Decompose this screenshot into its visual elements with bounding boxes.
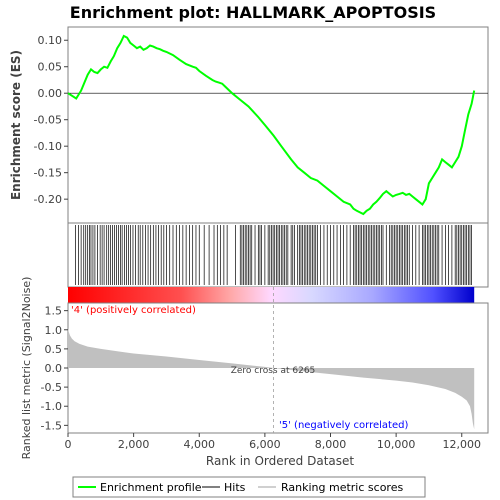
ranking-metric-area (68, 327, 475, 430)
negative-correlation-label: '5' (negatively correlated) (279, 420, 408, 431)
legend-label-hits: Hits (224, 481, 246, 494)
ranked-y-tick-label: -1.0 (41, 400, 62, 413)
es-panel-frame (67, 26, 489, 224)
x-tick-label: 6,000 (249, 438, 281, 451)
es-panel: -0.20 -0.15 -0.10 -0.05 0.00 0.05 0.10 Enrichm… (9, 26, 489, 224)
x-tick-label: 4,000 (184, 438, 216, 451)
es-y-tick-label: 0.00 (38, 87, 63, 100)
zero-cross-label: Zero cross at 6265 (231, 366, 316, 376)
ranked-y-tick-label: 0.5 (45, 343, 63, 356)
es-y-label: Enrichment score (ES) (9, 50, 23, 200)
legend-label-ranking-metric: Ranking metric scores (281, 481, 403, 494)
legend: Enrichment profile Hits Ranking metric s… (72, 476, 426, 498)
rank-heat-bar (68, 287, 475, 303)
es-y-tick-label: -0.05 (34, 114, 62, 127)
hits-panel (67, 222, 489, 303)
x-tick-label: 12,000 (443, 438, 482, 451)
ranked-y-tick-label: 0.0 (45, 362, 63, 375)
es-y-tick-label: -0.15 (34, 167, 62, 180)
x-tick-label: 10,000 (377, 438, 416, 451)
ranked-y-tick-label: 1.5 (45, 305, 63, 318)
x-tick-label: 8,000 (315, 438, 347, 451)
x-tick-label: 0 (65, 438, 72, 451)
x-axis-label: Rank in Ordered Dataset (206, 454, 354, 468)
x-tick-label: 2,000 (118, 438, 150, 451)
legend-box (72, 476, 426, 498)
ranked-panel: -1.5 -1.0 -0.5 0.0 0.5 1.0 1.5 '4' (positively… (20, 277, 489, 460)
legend-label-enrichment-profile: Enrichment profile (100, 481, 202, 494)
es-y-tick-label: -0.10 (34, 140, 62, 153)
chart-title: Enrichment plot: HALLMARK_APOPTOSIS (70, 3, 436, 22)
ranked-y-ticks: -1.5 -1.0 -0.5 0.0 0.5 1.0 1.5 (41, 305, 68, 432)
x-axis: 0 2,000 4,000 6,000 8,000 10,000 12,000 (65, 433, 482, 451)
es-y-tick-label: 0.10 (38, 34, 63, 47)
ranked-y-tick-label: -0.5 (41, 381, 62, 394)
es-y-ticks: -0.20 -0.15 -0.10 -0.05 0.00 0.05 0.10 (34, 34, 68, 206)
ranked-y-label: Ranked list metric (Signal2Noise) (20, 277, 33, 460)
hit-lines (75, 225, 472, 285)
ranked-y-tick-label: 1.0 (45, 324, 63, 337)
enrichment-profile-line (67, 34, 476, 216)
positive-correlation-label: '4' (positively correlated) (71, 305, 196, 316)
es-y-tick-label: -0.20 (34, 193, 62, 206)
es-y-tick-label: 0.05 (38, 61, 63, 74)
ranked-y-tick-label: -1.5 (41, 419, 62, 432)
